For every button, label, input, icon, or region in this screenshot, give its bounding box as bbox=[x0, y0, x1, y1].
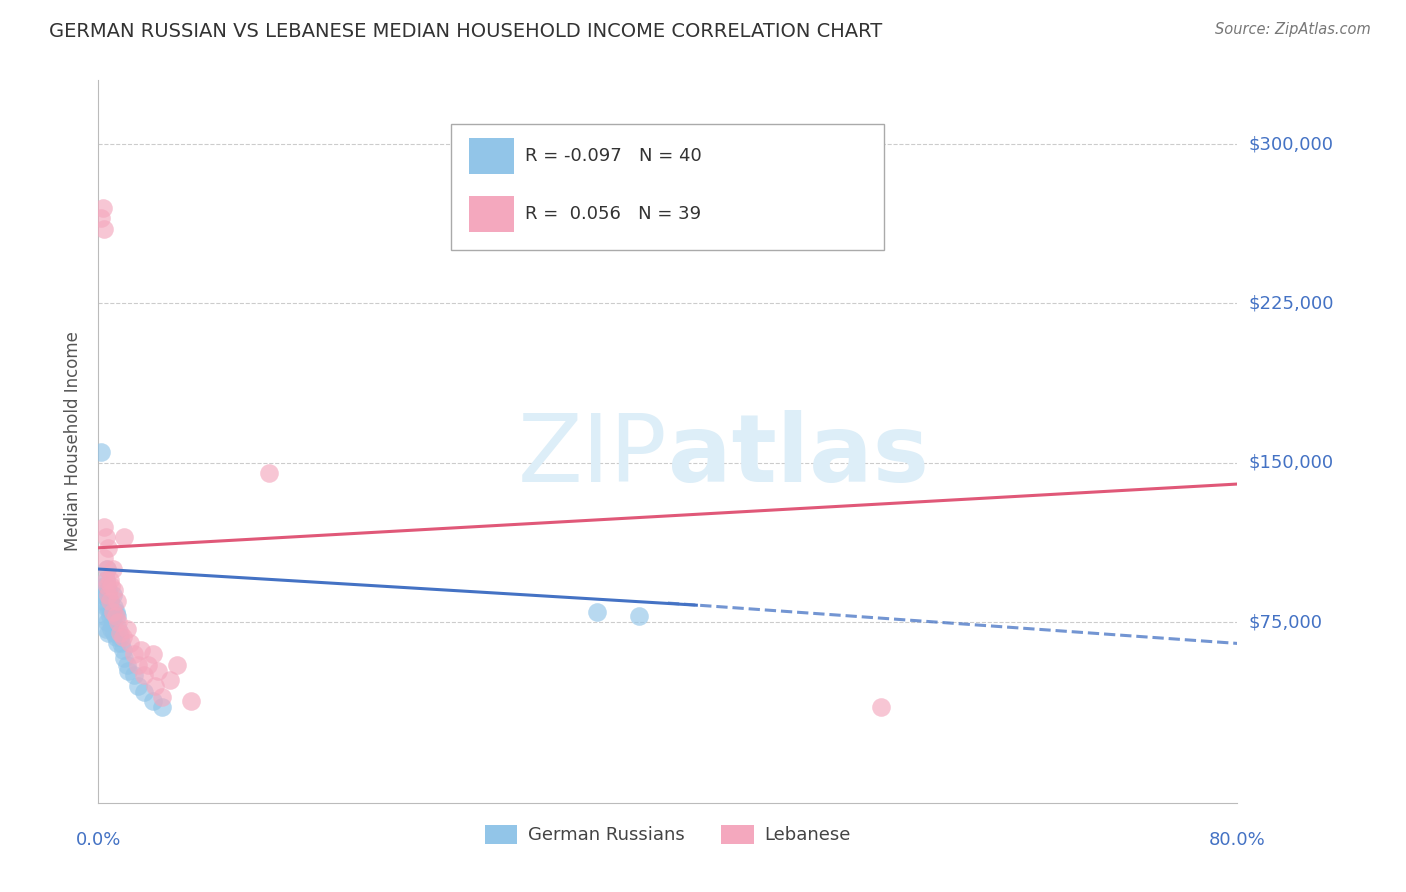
Point bbox=[96, 562, 118, 576]
Point bbox=[96, 579, 118, 593]
Text: $225,000: $225,000 bbox=[1249, 294, 1334, 312]
Point bbox=[127, 679, 149, 693]
Point bbox=[152, 700, 174, 714]
Point bbox=[148, 664, 170, 678]
Text: 0.0%: 0.0% bbox=[76, 830, 121, 848]
Point bbox=[94, 530, 117, 544]
Point bbox=[100, 622, 122, 636]
Point bbox=[93, 551, 115, 566]
Point bbox=[132, 685, 155, 699]
Legend: German Russians, Lebanese: German Russians, Lebanese bbox=[478, 818, 858, 852]
Point bbox=[180, 694, 202, 708]
Point bbox=[103, 625, 125, 640]
Point bbox=[103, 600, 125, 615]
Text: R =  0.056   N = 39: R = 0.056 N = 39 bbox=[526, 205, 702, 223]
Point bbox=[129, 642, 152, 657]
Point bbox=[104, 608, 127, 623]
Text: 80.0%: 80.0% bbox=[1209, 830, 1265, 848]
Point bbox=[101, 605, 124, 619]
Point bbox=[159, 673, 181, 687]
Point bbox=[97, 600, 120, 615]
Point bbox=[100, 579, 122, 593]
Point bbox=[108, 625, 131, 640]
Point bbox=[94, 573, 117, 587]
Point bbox=[122, 668, 145, 682]
Point bbox=[117, 664, 139, 678]
Point bbox=[93, 222, 115, 236]
Point bbox=[94, 622, 117, 636]
Point bbox=[107, 622, 129, 636]
Point bbox=[112, 530, 135, 544]
Point bbox=[111, 642, 134, 657]
Point bbox=[91, 201, 114, 215]
Point bbox=[98, 594, 121, 608]
Point bbox=[94, 600, 117, 615]
Point bbox=[104, 605, 127, 619]
Point bbox=[97, 588, 120, 602]
Point bbox=[145, 679, 167, 693]
Point bbox=[259, 467, 281, 481]
Point bbox=[98, 594, 121, 608]
Point bbox=[93, 608, 115, 623]
Point bbox=[103, 583, 125, 598]
Point bbox=[166, 657, 188, 672]
Point bbox=[152, 690, 174, 704]
Point bbox=[90, 445, 112, 459]
Text: ZIP: ZIP bbox=[519, 410, 668, 502]
Point bbox=[90, 211, 112, 226]
Text: $300,000: $300,000 bbox=[1249, 135, 1333, 153]
Point bbox=[112, 651, 135, 665]
Point bbox=[127, 657, 149, 672]
Point bbox=[105, 608, 128, 623]
Point bbox=[101, 588, 124, 602]
Point bbox=[108, 630, 131, 644]
Text: $150,000: $150,000 bbox=[1249, 454, 1333, 472]
Point bbox=[100, 605, 122, 619]
Point bbox=[132, 668, 155, 682]
Point bbox=[96, 562, 118, 576]
Point bbox=[97, 625, 120, 640]
Point bbox=[585, 605, 607, 619]
Point bbox=[118, 636, 141, 650]
Text: Source: ZipAtlas.com: Source: ZipAtlas.com bbox=[1215, 22, 1371, 37]
Bar bbox=[468, 196, 515, 232]
Point bbox=[105, 636, 128, 650]
Point bbox=[94, 573, 117, 587]
Point bbox=[870, 700, 893, 714]
Point bbox=[104, 630, 127, 644]
Text: $75,000: $75,000 bbox=[1249, 613, 1323, 632]
Point bbox=[115, 622, 138, 636]
Point bbox=[98, 608, 121, 623]
Point bbox=[96, 615, 118, 630]
Point bbox=[101, 562, 124, 576]
Point bbox=[93, 594, 115, 608]
Point bbox=[105, 594, 128, 608]
Point bbox=[101, 615, 124, 630]
Point bbox=[115, 657, 138, 672]
Point bbox=[107, 615, 129, 630]
Point bbox=[110, 636, 132, 650]
Y-axis label: Median Household Income: Median Household Income bbox=[65, 332, 83, 551]
Point bbox=[93, 579, 115, 593]
Point bbox=[111, 630, 134, 644]
Point bbox=[91, 588, 114, 602]
Point bbox=[93, 519, 115, 533]
Point bbox=[122, 647, 145, 661]
Bar bbox=[468, 138, 515, 174]
Point bbox=[141, 694, 163, 708]
Text: atlas: atlas bbox=[668, 410, 929, 502]
Point bbox=[141, 647, 163, 661]
FancyBboxPatch shape bbox=[451, 124, 884, 250]
Point bbox=[98, 573, 121, 587]
Point bbox=[136, 657, 159, 672]
Text: R = -0.097   N = 40: R = -0.097 N = 40 bbox=[526, 147, 702, 165]
Text: GERMAN RUSSIAN VS LEBANESE MEDIAN HOUSEHOLD INCOME CORRELATION CHART: GERMAN RUSSIAN VS LEBANESE MEDIAN HOUSEH… bbox=[49, 22, 883, 41]
Point bbox=[628, 608, 651, 623]
Point bbox=[94, 588, 117, 602]
Point bbox=[97, 583, 120, 598]
Point bbox=[97, 541, 120, 555]
